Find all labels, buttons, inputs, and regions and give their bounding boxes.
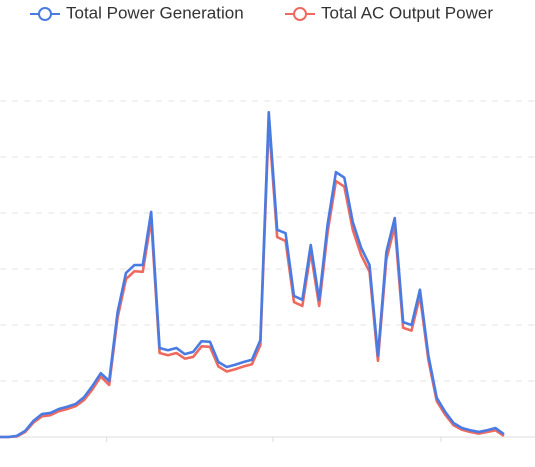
- legend-label[interactable]: Total Power Generation: [66, 3, 244, 22]
- legend-marker: [293, 7, 307, 21]
- legend-label[interactable]: Total AC Output Power: [321, 3, 493, 22]
- series-line: [0, 120, 505, 439]
- legend-marker: [38, 7, 52, 21]
- series-line: [0, 110, 505, 439]
